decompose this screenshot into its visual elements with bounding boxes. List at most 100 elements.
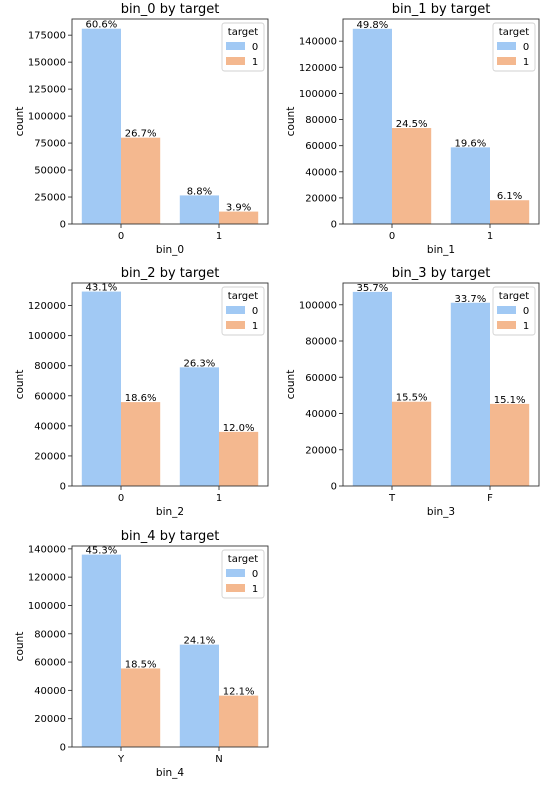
- y-tick-label: 50000: [34, 166, 66, 177]
- y-tick-label: 175000: [28, 31, 66, 42]
- legend-swatch-1: [226, 57, 245, 65]
- y-tick-label: 120000: [299, 63, 337, 74]
- bar-percent-label: 8.8%: [187, 186, 212, 197]
- y-tick-label: 40000: [305, 409, 337, 420]
- y-axis-label: count: [14, 107, 26, 137]
- bar-percent-label: 26.3%: [184, 358, 216, 369]
- bar-percent-label: 18.5%: [125, 659, 157, 670]
- y-axis-label: count: [285, 107, 297, 137]
- bar-percent-label: 49.8%: [357, 20, 389, 31]
- y-tick-label: 0: [60, 482, 66, 493]
- y-tick-label: 40000: [34, 686, 66, 697]
- bar-percent-label: 24.1%: [184, 636, 216, 647]
- x-axis-label: bin_4: [156, 767, 184, 779]
- x-axis-label: bin_2: [156, 506, 184, 518]
- x-tick-label: 0: [118, 231, 124, 242]
- y-tick-label: 100000: [299, 300, 337, 311]
- x-tick-label: F: [487, 493, 493, 504]
- x-tick-label: 0: [389, 231, 395, 242]
- y-tick-label: 25000: [34, 193, 66, 204]
- y-tick-label: 20000: [34, 714, 66, 725]
- legend-title: target: [499, 27, 529, 38]
- legend-entry-label: 1: [252, 321, 258, 332]
- bar-target-1-1: [219, 211, 259, 224]
- y-tick-label: 80000: [34, 361, 66, 372]
- bar-target-0-1: [179, 195, 219, 224]
- chart-title: bin_2 by target: [121, 266, 220, 281]
- y-tick-label: 0: [60, 743, 66, 754]
- bar-target-0-Y: [81, 554, 121, 747]
- y-tick-label: 100000: [299, 89, 337, 100]
- bar-target-1-0: [121, 137, 161, 224]
- y-tick-label: 0: [60, 220, 66, 231]
- x-tick-label: Y: [117, 754, 125, 765]
- legend-entry-label: 1: [523, 321, 529, 332]
- y-tick-label: 20000: [305, 193, 337, 204]
- y-tick-label: 140000: [299, 37, 337, 48]
- chart-title: bin_4 by target: [121, 529, 220, 544]
- y-axis-label: count: [14, 370, 26, 400]
- x-axis-label: bin_1: [427, 244, 455, 256]
- bar-target-1-N: [219, 695, 259, 747]
- y-tick-label: 0: [331, 220, 337, 231]
- x-tick-label: T: [388, 493, 396, 504]
- legend-swatch-0: [497, 306, 516, 314]
- y-tick-label: 80000: [305, 115, 337, 126]
- y-tick-label: 0: [331, 482, 337, 493]
- y-tick-label: 40000: [305, 167, 337, 178]
- y-tick-label: 150000: [28, 58, 66, 69]
- y-tick-label: 120000: [28, 573, 66, 584]
- legend-swatch-0: [226, 42, 245, 50]
- bar-target-1-F: [490, 403, 530, 486]
- y-tick-label: 60000: [34, 391, 66, 402]
- legend-swatch-1: [497, 321, 516, 329]
- y-axis-label: count: [14, 632, 26, 662]
- legend-entry-label: 1: [252, 57, 258, 68]
- bar-percent-label: 33.7%: [455, 294, 487, 305]
- chart-title: bin_0 by target: [121, 2, 220, 17]
- chart-title: bin_1 by target: [392, 2, 491, 17]
- y-tick-label: 20000: [305, 445, 337, 456]
- y-tick-label: 60000: [34, 658, 66, 669]
- legend-entry-label: 0: [523, 306, 529, 317]
- x-tick-label: 1: [216, 493, 222, 504]
- legend-title: target: [228, 27, 258, 38]
- legend-entry-label: 1: [252, 584, 258, 595]
- bar-target-0-0: [81, 291, 121, 486]
- bar-target-1-0: [121, 402, 161, 486]
- legend: target 0 1: [221, 286, 265, 336]
- bar-percent-label: 15.1%: [494, 395, 526, 406]
- x-tick-label: N: [215, 754, 222, 765]
- y-tick-label: 60000: [305, 373, 337, 384]
- y-tick-label: 80000: [34, 629, 66, 640]
- bar-percent-label: 18.6%: [125, 393, 157, 404]
- legend: target 0 1: [492, 22, 536, 72]
- y-tick-label: 100000: [28, 331, 66, 342]
- bar-target-1-0: [392, 128, 432, 224]
- legend-swatch-1: [497, 57, 516, 65]
- legend-title: target: [228, 554, 258, 565]
- bar-target-1-1: [490, 200, 530, 224]
- x-tick-label: 0: [118, 493, 124, 504]
- y-tick-label: 100000: [28, 601, 66, 612]
- chart-title: bin_3 by target: [392, 266, 491, 281]
- bar-percent-label: 3.9%: [226, 203, 251, 214]
- legend-title: target: [499, 291, 529, 302]
- y-tick-label: 120000: [28, 301, 66, 312]
- bar-target-1-1: [219, 431, 259, 486]
- x-axis-label: bin_3: [427, 506, 455, 518]
- legend-entry-label: 0: [252, 306, 258, 317]
- bar-target-0-1: [450, 147, 490, 224]
- bar-percent-label: 12.1%: [223, 687, 255, 698]
- legend-swatch-1: [226, 321, 245, 329]
- legend-swatch-1: [226, 584, 245, 592]
- legend-swatch-0: [226, 306, 245, 314]
- bar-target-0-0: [352, 28, 392, 224]
- axes-frame: [71, 18, 269, 225]
- axes-frame: [342, 282, 540, 487]
- bar-target-1-T: [392, 401, 432, 486]
- bar-percent-label: 24.5%: [396, 119, 428, 130]
